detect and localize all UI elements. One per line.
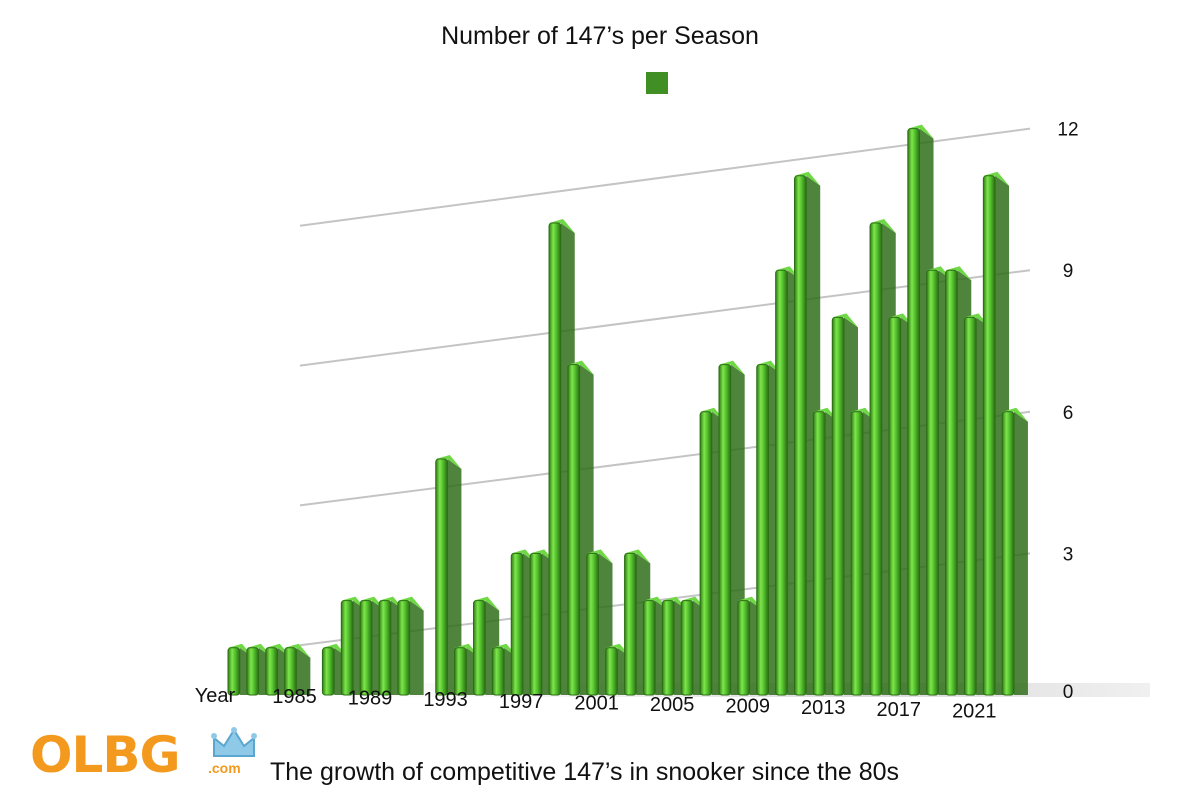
chart-title: Number of 147’s per Season [441,22,759,50]
y-tick-label: 12 [1057,120,1078,141]
x-tick-label: 2001 [574,692,619,714]
x-tick-label: 2021 [952,700,997,722]
bar [284,643,311,696]
logo-text: OLBG [30,726,181,784]
x-tick-label: 1993 [423,689,468,711]
bar [397,596,424,696]
y-tick-label: 9 [1063,261,1074,282]
y-tick-label: 6 [1063,403,1074,424]
x-tick-label: 1985 [272,686,317,708]
x-tick-label: 2017 [877,699,922,721]
bar [435,455,462,696]
label-layer: 0 3 6 9 12 Year 1985 1989 1993 1997 2001 2005 2009 20… [195,120,1079,723]
crown-icon [211,727,257,757]
x-tick-label: 2005 [650,694,695,716]
logo-suffix: .com [208,760,241,776]
x-tick-label: 1989 [348,688,393,710]
legend-swatch [646,72,668,94]
x-tick-label: 2009 [725,696,770,718]
caption: The growth of competitive 147’s in snook… [270,758,900,786]
bar-layer [227,124,1028,696]
x-tick-label: 2013 [801,697,846,719]
bar [1001,407,1028,696]
x-tick-label: 1997 [499,691,544,713]
olbg-logo: OLBG .com [30,722,270,788]
y-tick-label: 0 [1063,682,1074,703]
x-axis-label: Year [195,685,236,707]
y-tick-label: 3 [1063,544,1074,565]
